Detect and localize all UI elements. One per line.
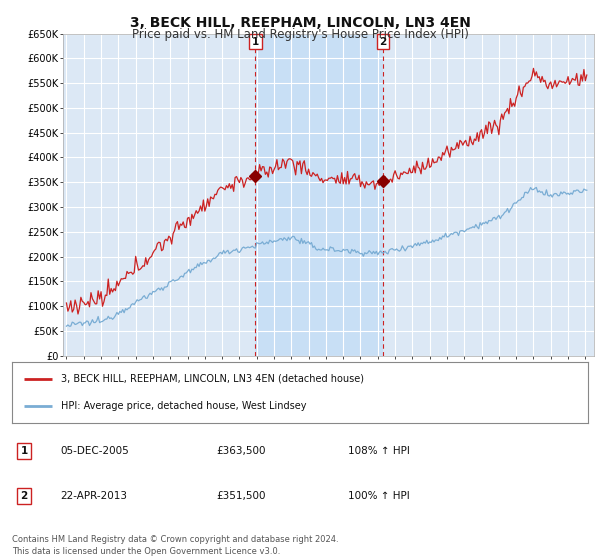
Text: 108% ↑ HPI: 108% ↑ HPI xyxy=(348,446,410,456)
Text: 3, BECK HILL, REEPHAM, LINCOLN, LN3 4EN (detached house): 3, BECK HILL, REEPHAM, LINCOLN, LN3 4EN … xyxy=(61,374,364,384)
Text: 22-APR-2013: 22-APR-2013 xyxy=(60,491,127,501)
Bar xyxy=(256,34,383,356)
Text: £351,500: £351,500 xyxy=(216,491,265,501)
Text: HPI: Average price, detached house, West Lindsey: HPI: Average price, detached house, West… xyxy=(61,402,307,412)
Text: Price paid vs. HM Land Registry's House Price Index (HPI): Price paid vs. HM Land Registry's House … xyxy=(131,28,469,41)
Text: 100% ↑ HPI: 100% ↑ HPI xyxy=(348,491,410,501)
Text: Contains HM Land Registry data © Crown copyright and database right 2024.
This d: Contains HM Land Registry data © Crown c… xyxy=(12,535,338,556)
Text: £363,500: £363,500 xyxy=(216,446,265,456)
Text: 3, BECK HILL, REEPHAM, LINCOLN, LN3 4EN: 3, BECK HILL, REEPHAM, LINCOLN, LN3 4EN xyxy=(130,16,470,30)
Text: 1: 1 xyxy=(252,36,259,46)
Text: 2: 2 xyxy=(20,491,28,501)
Text: 2: 2 xyxy=(379,36,386,46)
Text: 05-DEC-2005: 05-DEC-2005 xyxy=(60,446,129,456)
Text: 1: 1 xyxy=(20,446,28,456)
